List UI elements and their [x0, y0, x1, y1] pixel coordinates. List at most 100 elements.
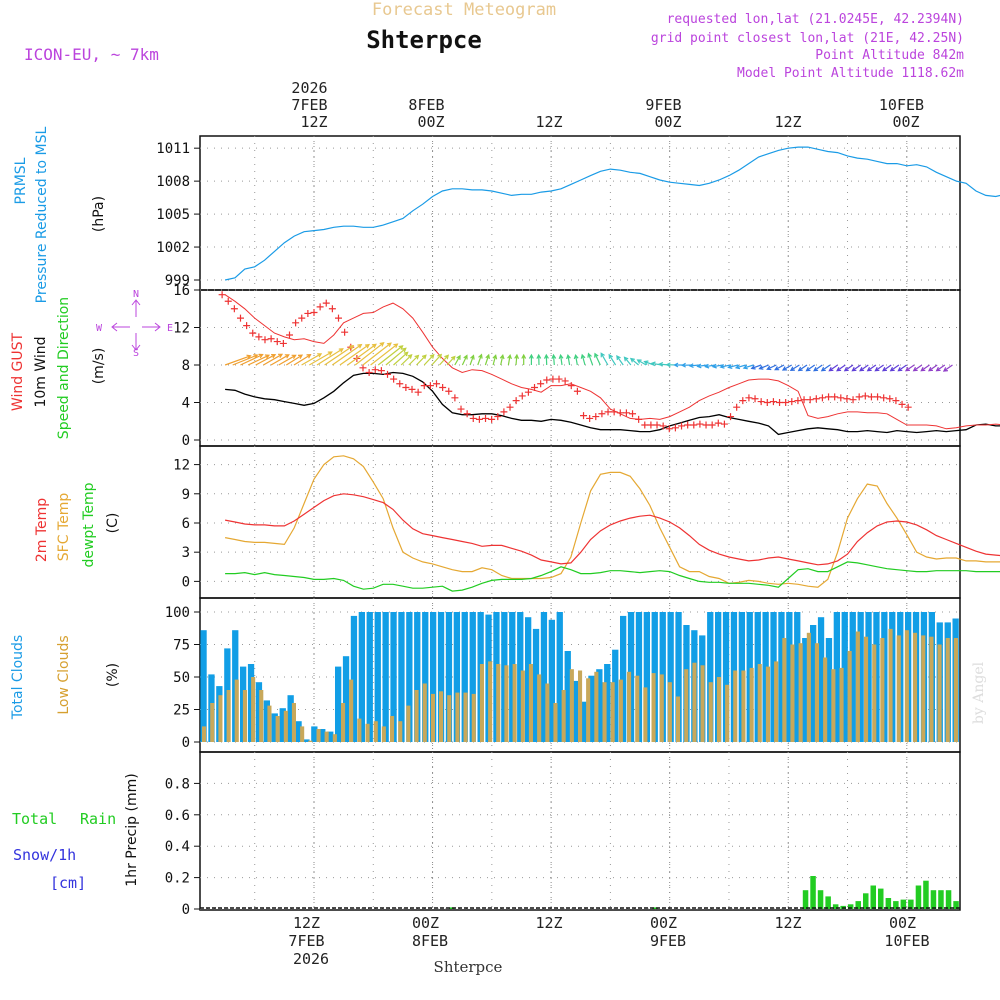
temperature-axis-labels: 2m Temp SFC Temp dewpt Temp (C) — [34, 482, 121, 567]
pressure-panel: 999 1002 1005 1008 1011 — [156, 135, 1000, 291]
gust-marker — [243, 322, 251, 330]
low-cloud-bar — [929, 636, 934, 742]
top-tick-7feb-12z: 2026 7FEB 12Z — [291, 79, 336, 131]
precip-ytick-label: 0.2 — [165, 871, 190, 887]
rain-bar — [900, 899, 907, 909]
pressure-ytick-label: 1005 — [156, 207, 190, 223]
gust-marker — [843, 395, 851, 403]
gust-marker — [880, 394, 888, 402]
clouds-label-total: Total Clouds — [10, 635, 26, 720]
wind-direction-arrow — [629, 357, 639, 366]
gust-marker — [390, 375, 398, 383]
total-cloud-bar — [548, 619, 555, 742]
gust-marker — [249, 329, 257, 337]
total-cloud-bar — [200, 630, 207, 742]
wind-direction-arrow — [316, 348, 344, 366]
wind-direction-arrow — [285, 354, 304, 366]
wind-direction-arrow — [608, 353, 617, 366]
gust-marker — [886, 395, 894, 403]
total-cloud-bar — [620, 615, 627, 742]
wind-direction-arrow — [521, 353, 527, 365]
precip-ytick-label: 0 — [182, 902, 190, 918]
wind-direction-arrow — [558, 353, 564, 366]
rain-bar — [930, 890, 937, 909]
location-title: Shterpce — [366, 26, 482, 54]
low-cloud-bar — [561, 690, 566, 742]
total-cloud-bar — [342, 656, 350, 742]
rain-bar — [945, 890, 952, 909]
total-cloud-bar — [556, 612, 563, 742]
gust-marker — [702, 421, 710, 429]
total-cloud-bar — [437, 612, 445, 742]
gust-marker — [328, 305, 336, 313]
wind-ytick-label: 4 — [182, 396, 190, 412]
gust-marker — [714, 419, 722, 427]
precip-label-snow: Snow/1h — [13, 846, 76, 864]
wind-direction-arrow — [224, 354, 252, 366]
temperature-panel: 0 3 6 9 12 — [173, 445, 1000, 599]
gust-marker — [696, 420, 704, 428]
bottom-tick-7feb-12z: 12Z 7FEB 2026 — [288, 914, 333, 968]
compass-west: W — [96, 323, 103, 334]
low-cloud-bar — [913, 632, 918, 742]
total-cloud-bar — [422, 612, 429, 742]
gust-marker — [543, 376, 551, 384]
gust-marker — [279, 339, 287, 347]
gust-marker — [622, 409, 630, 417]
low-cloud-bar — [373, 721, 378, 742]
clouds-label-unit: (%) — [105, 663, 121, 687]
top-tick-10feb-00z: 10FEB 00Z — [879, 96, 933, 131]
bottom-tick-9feb-00z: 00Z 9FEB — [650, 914, 686, 950]
gust-marker — [690, 421, 698, 429]
top-tick-8feb-00z: 8FEB 00Z — [408, 96, 453, 131]
chart-title: Forecast Meteogram — [372, 0, 556, 20]
total-cloud-bar — [390, 612, 397, 742]
wind-direction-arrow — [439, 354, 450, 366]
wind-direction-arrow — [866, 364, 877, 372]
total-cloud-bar — [532, 628, 540, 742]
gust-marker — [874, 393, 882, 401]
total-cloud-bar — [295, 721, 302, 742]
wind-direction-arrow — [492, 354, 498, 366]
gust-marker — [733, 403, 741, 411]
wind-direction-arrow — [600, 352, 609, 366]
gust-marker — [439, 384, 447, 391]
gust-marker — [788, 398, 796, 406]
top-date-axis: 2026 7FEB 12Z 8FEB 00Z 12Z 9FEB 00Z 12Z … — [291, 79, 933, 131]
low-cloud-bar — [545, 683, 550, 742]
gust-marker — [763, 399, 771, 406]
low-cloud-bar — [504, 665, 509, 742]
wind-direction-arrow — [727, 364, 739, 369]
gust-marker — [255, 333, 263, 341]
gust-marker — [335, 314, 343, 322]
gust-marker — [635, 415, 643, 423]
low-cloud-bar — [251, 677, 256, 742]
total-cloud-bar — [825, 638, 833, 742]
compass-north: N — [133, 289, 139, 300]
low-cloud-bar — [937, 644, 942, 742]
gust-marker — [414, 388, 422, 396]
rain-bar — [878, 888, 884, 909]
low-cloud-bar — [471, 693, 476, 742]
total-cloud-bar — [841, 612, 848, 742]
total-cloud-bar — [271, 713, 278, 742]
low-cloud-bar — [520, 670, 525, 742]
rain-bar — [817, 890, 824, 909]
total-cloud-bar — [350, 615, 358, 742]
low-cloud-bar — [234, 679, 239, 742]
clouds-label-low: Low Clouds — [56, 635, 72, 714]
total-cloud-bar — [612, 649, 619, 742]
wind-direction-arrow — [385, 347, 407, 366]
wind-direction-arrow — [324, 344, 355, 366]
total-cloud-bar — [430, 612, 437, 742]
compass-south: S — [133, 348, 139, 359]
gust-marker — [267, 335, 275, 343]
wind-direction-arrow — [270, 354, 290, 366]
rain-bar — [938, 890, 944, 909]
wind-direction-arrow — [828, 364, 838, 372]
low-cloud-bar — [684, 669, 689, 742]
wind-direction-arrow — [766, 364, 777, 371]
wind-direction-arrow — [377, 345, 404, 366]
total-cloud-bar — [596, 669, 603, 742]
